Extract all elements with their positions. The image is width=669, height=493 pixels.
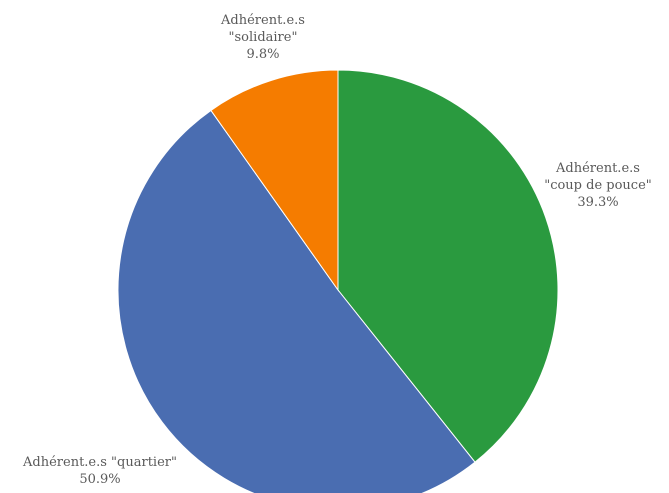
slice-label-solidaire-line-2: "solidaire" bbox=[228, 30, 298, 45]
slice-label-coup-de-pouce-line-2: "coup de pouce" bbox=[544, 178, 652, 193]
slice-label-coup-de-pouce-line-1: Adhérent.e.s bbox=[556, 161, 640, 176]
slice-label-coup-de-pouce: Adhérent.e.s "coup de pouce" 39.3% bbox=[528, 160, 668, 211]
pie-slice-solidaire bbox=[210, 69, 339, 292]
slice-label-quartier: Adhérent.e.s "quartier" 50.9% bbox=[0, 454, 200, 488]
slice-label-solidaire: Adhérent.e.s "solidaire" 9.8% bbox=[193, 12, 333, 63]
slice-percent-solidaire: 9.8% bbox=[246, 47, 280, 62]
slice-label-quartier-line-1: Adhérent.e.s "quartier" bbox=[23, 455, 177, 470]
slice-percent-coup-de-pouce: 39.3% bbox=[577, 195, 619, 210]
slice-label-solidaire-line-1: Adhérent.e.s bbox=[221, 13, 305, 28]
pie-slice-quartier bbox=[117, 109, 476, 493]
slice-percent-quartier: 50.9% bbox=[79, 472, 121, 487]
pie-slice-coup-de-pouce bbox=[337, 69, 559, 463]
